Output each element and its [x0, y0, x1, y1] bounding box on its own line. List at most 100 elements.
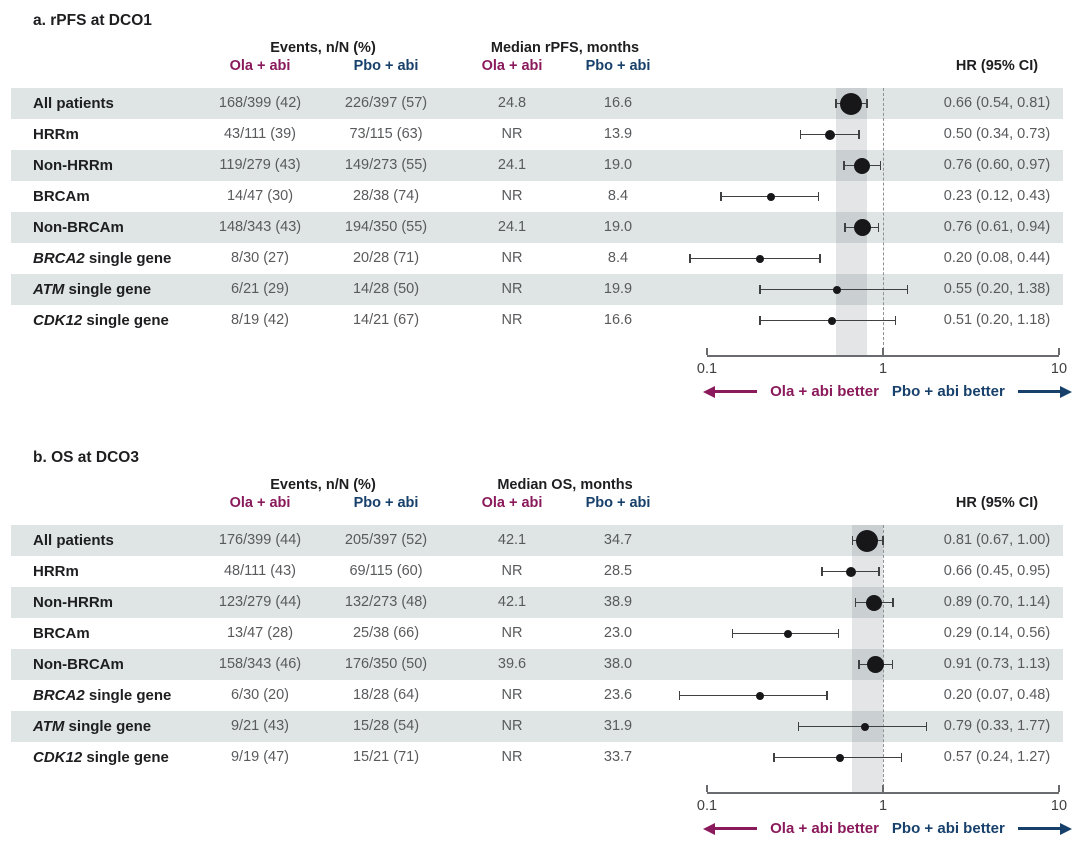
- ci-cap-low: [799, 130, 802, 139]
- median-header: Median rPFS, months: [490, 40, 640, 56]
- row-label-gene: ATM: [33, 718, 65, 735]
- row-label: ATM single gene: [33, 274, 151, 305]
- hr-value: 0.51 (0.20, 1.18): [943, 312, 1051, 328]
- pbo-median-value: 38.9: [603, 594, 633, 610]
- row-label: HRRm: [33, 126, 79, 143]
- ola-median-value: NR: [501, 563, 523, 579]
- pbo-median-value: 19.0: [603, 157, 633, 173]
- pbo-events-value: 176/350 (50): [344, 656, 428, 672]
- legend-left-arrow-icon: [703, 385, 758, 398]
- ci-cap-high: [858, 130, 860, 139]
- pbo-median-value: 38.0: [603, 656, 633, 672]
- ola-events-value: 123/279 (44): [218, 594, 302, 610]
- pbo-median-value: 23.6: [603, 687, 633, 703]
- ola-events-value: 8/30 (27): [230, 250, 290, 266]
- legend-left-label: Ola + abi better: [770, 383, 879, 400]
- ola-events-value: 48/111 (43): [223, 563, 297, 579]
- ci-cap-high: [819, 254, 821, 263]
- axis-tick: [706, 348, 708, 355]
- reference-line: [883, 525, 884, 792]
- hr-value: 0.91 (0.73, 1.13): [943, 656, 1051, 672]
- hr-value: 0.20 (0.08, 0.44): [943, 250, 1051, 266]
- hr-marker: [840, 92, 863, 115]
- axis-tick-label: 0.1: [696, 798, 718, 814]
- pbo-median-value: 33.7: [603, 749, 633, 765]
- ola-median-value: NR: [501, 749, 523, 765]
- ci-cap-high: [837, 629, 840, 638]
- ci-cap-low: [854, 598, 857, 607]
- hr-value: 0.66 (0.54, 0.81): [943, 95, 1051, 111]
- ola-median-subheader: Ola + abi: [481, 495, 543, 511]
- row-label-rest: single gene: [84, 687, 172, 704]
- hr-marker: [860, 722, 869, 731]
- pbo-events-value: 69/115 (60): [349, 563, 423, 579]
- row-band: [11, 525, 1063, 556]
- ci-cap-high: [906, 285, 909, 294]
- row-label: Non-HRRm: [33, 157, 113, 174]
- pbo-median-value: 34.7: [603, 532, 633, 548]
- row-label: CDK12 single gene: [33, 305, 169, 336]
- row-label: BRCAm: [33, 625, 90, 642]
- hr-header: HR (95% CI): [955, 58, 1039, 74]
- row-label: Non-BRCAm: [33, 656, 124, 673]
- pbo-median-value: 23.0: [603, 625, 633, 641]
- pbo-median-value: 8.4: [607, 250, 629, 266]
- forest-panel-b: b. OS at DCO3 Events, n/N (%) Median OS, m…: [0, 449, 1080, 849]
- events-header: Events, n/N (%): [270, 477, 376, 493]
- ci-cap-high: [879, 161, 882, 170]
- pbo-events-value: 14/28 (50): [352, 281, 420, 297]
- ci-line: [679, 694, 827, 697]
- hr-marker: [833, 285, 842, 294]
- ci-cap-high: [877, 223, 880, 232]
- ci-cap-high: [891, 660, 894, 669]
- row-label: BRCA2 single gene: [33, 243, 171, 274]
- ola-events-value: 9/21 (43): [230, 718, 290, 734]
- median-header: Median OS, months: [497, 477, 633, 493]
- ci-cap-high: [925, 722, 928, 731]
- row-label-rest: single gene: [84, 250, 172, 267]
- ci-cap-low: [759, 285, 761, 294]
- pbo-events-value: 25/38 (66): [352, 625, 420, 641]
- ola-median-value: NR: [501, 281, 523, 297]
- hr-value: 0.66 (0.45, 0.95): [943, 563, 1051, 579]
- hr-marker: [855, 529, 878, 552]
- axis-legend: Ola + abi better Pbo + abi better: [700, 383, 1075, 400]
- pbo-events-value: 149/273 (55): [344, 157, 428, 173]
- row-label-rest: single gene: [64, 718, 152, 735]
- ola-events-subheader: Ola + abi: [229, 58, 291, 74]
- row-label: BRCA2 single gene: [33, 680, 171, 711]
- legend-right-label: Pbo + abi better: [891, 820, 1005, 837]
- pbo-median-value: 13.9: [603, 126, 633, 142]
- pbo-events-value: 226/397 (57): [344, 95, 428, 111]
- hr-value: 0.20 (0.07, 0.48): [943, 687, 1051, 703]
- ci-cap-low: [689, 254, 691, 263]
- axis-tick: [882, 785, 884, 792]
- ola-median-value: 42.1: [497, 594, 527, 610]
- ola-events-value: 119/279 (43): [219, 157, 301, 173]
- hr-value: 0.50 (0.34, 0.73): [943, 126, 1051, 142]
- legend-right-arrow-icon: [1017, 385, 1072, 398]
- hr-marker: [755, 691, 764, 700]
- ola-median-value: 39.6: [497, 656, 527, 672]
- ola-median-value: 24.8: [497, 95, 527, 111]
- ola-median-value: NR: [501, 312, 523, 328]
- ci-cap-low: [843, 161, 845, 170]
- row-band: [11, 212, 1063, 243]
- ci-cap-high: [892, 598, 894, 607]
- axis-tick-label: 10: [1050, 798, 1068, 814]
- pbo-median-value: 19.9: [603, 281, 633, 297]
- events-header: Events, n/N (%): [270, 40, 376, 56]
- hr-value: 0.89 (0.70, 1.14): [943, 594, 1051, 610]
- hr-value: 0.23 (0.12, 0.43): [943, 188, 1051, 204]
- pbo-median-value: 8.4: [607, 188, 629, 204]
- ola-events-value: 6/30 (20): [230, 687, 290, 703]
- pbo-events-value: 20/28 (71): [352, 250, 420, 266]
- hr-marker: [766, 192, 775, 201]
- row-label-gene: ATM: [33, 281, 65, 298]
- pbo-events-value: 73/115 (63): [349, 126, 423, 142]
- pbo-events-value: 15/21 (71): [352, 749, 420, 765]
- ola-events-value: 6/21 (29): [230, 281, 290, 297]
- pbo-events-subheader: Pbo + abi: [353, 495, 419, 511]
- row-label-gene: BRCA2: [33, 250, 85, 267]
